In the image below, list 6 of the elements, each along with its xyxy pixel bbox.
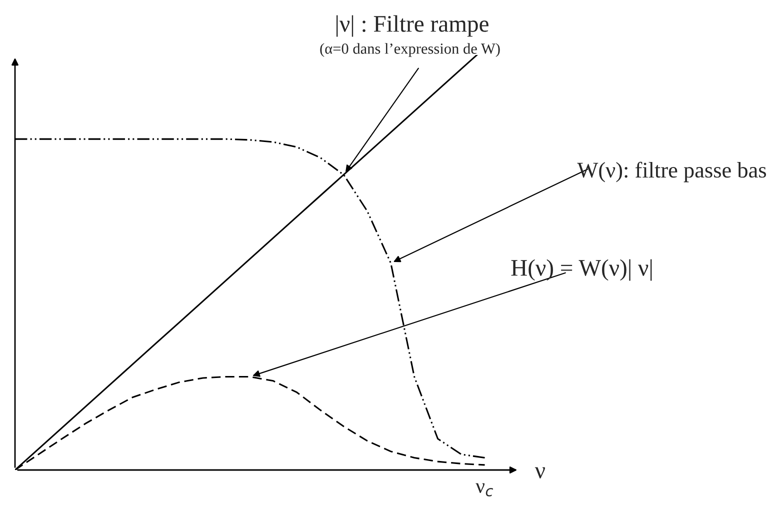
text: W(ν): filtre passe bas bbox=[577, 162, 766, 182]
text: ν$_{c}$ bbox=[476, 483, 494, 496]
text: H(ν) = W(ν)| ν| bbox=[511, 259, 652, 281]
x-axis-title: ν bbox=[534, 467, 545, 478]
text: |ν| : Filtre rampe bbox=[336, 15, 488, 37]
annotation: (α=0 dans l’expression de W) bbox=[320, 43, 500, 57]
